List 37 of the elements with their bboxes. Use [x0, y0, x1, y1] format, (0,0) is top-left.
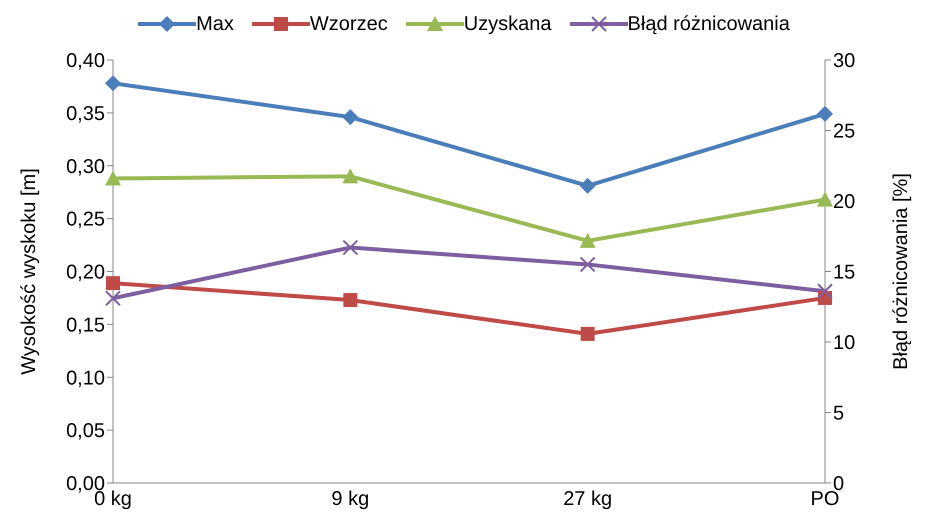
point — [580, 232, 596, 248]
point — [105, 290, 121, 306]
legend-label: Błąd różnicowania — [628, 12, 790, 36]
y-tick-label: 0,25 — [66, 208, 105, 231]
y-tick-label: 0,10 — [66, 367, 105, 390]
point — [817, 192, 833, 207]
point — [343, 293, 358, 308]
point — [817, 106, 833, 122]
y2-tick-label: 30 — [833, 50, 856, 72]
y2-tick-label: 10 — [833, 332, 856, 354]
point — [580, 326, 595, 341]
x-tick-label: 9 kg — [331, 488, 370, 510]
y-tick-label: 0,05 — [66, 420, 105, 442]
point — [105, 75, 121, 92]
legend-label: Uzyskana — [464, 12, 552, 36]
y-tick-label: 0,20 — [66, 262, 105, 284]
point — [580, 256, 596, 272]
point — [106, 276, 120, 290]
y-axis-title: Wysokość wyskoku [m] — [18, 168, 40, 375]
legend-label: Wzorzec — [310, 12, 388, 36]
legend-label: Max — [196, 12, 234, 36]
y2-tick-label: 25 — [833, 120, 856, 143]
point — [342, 109, 358, 126]
y-tick-label: 0,40 — [66, 50, 105, 72]
x-tick-label: 27 kg — [563, 488, 612, 510]
point — [580, 178, 596, 194]
y2-tick-label: 15 — [833, 262, 856, 284]
y2-axis-title: Błąd różnicowania [%] — [890, 173, 912, 370]
y-tick-label: 0,15 — [66, 314, 105, 336]
point — [342, 168, 358, 184]
y-tick-label: 0,35 — [66, 102, 105, 125]
point — [342, 240, 358, 256]
y2-tick-label: 20 — [833, 191, 856, 214]
point — [105, 170, 121, 186]
point — [817, 283, 833, 300]
y-tick-label: 0,30 — [66, 156, 105, 178]
y2-tick-label: 5 — [833, 402, 844, 425]
